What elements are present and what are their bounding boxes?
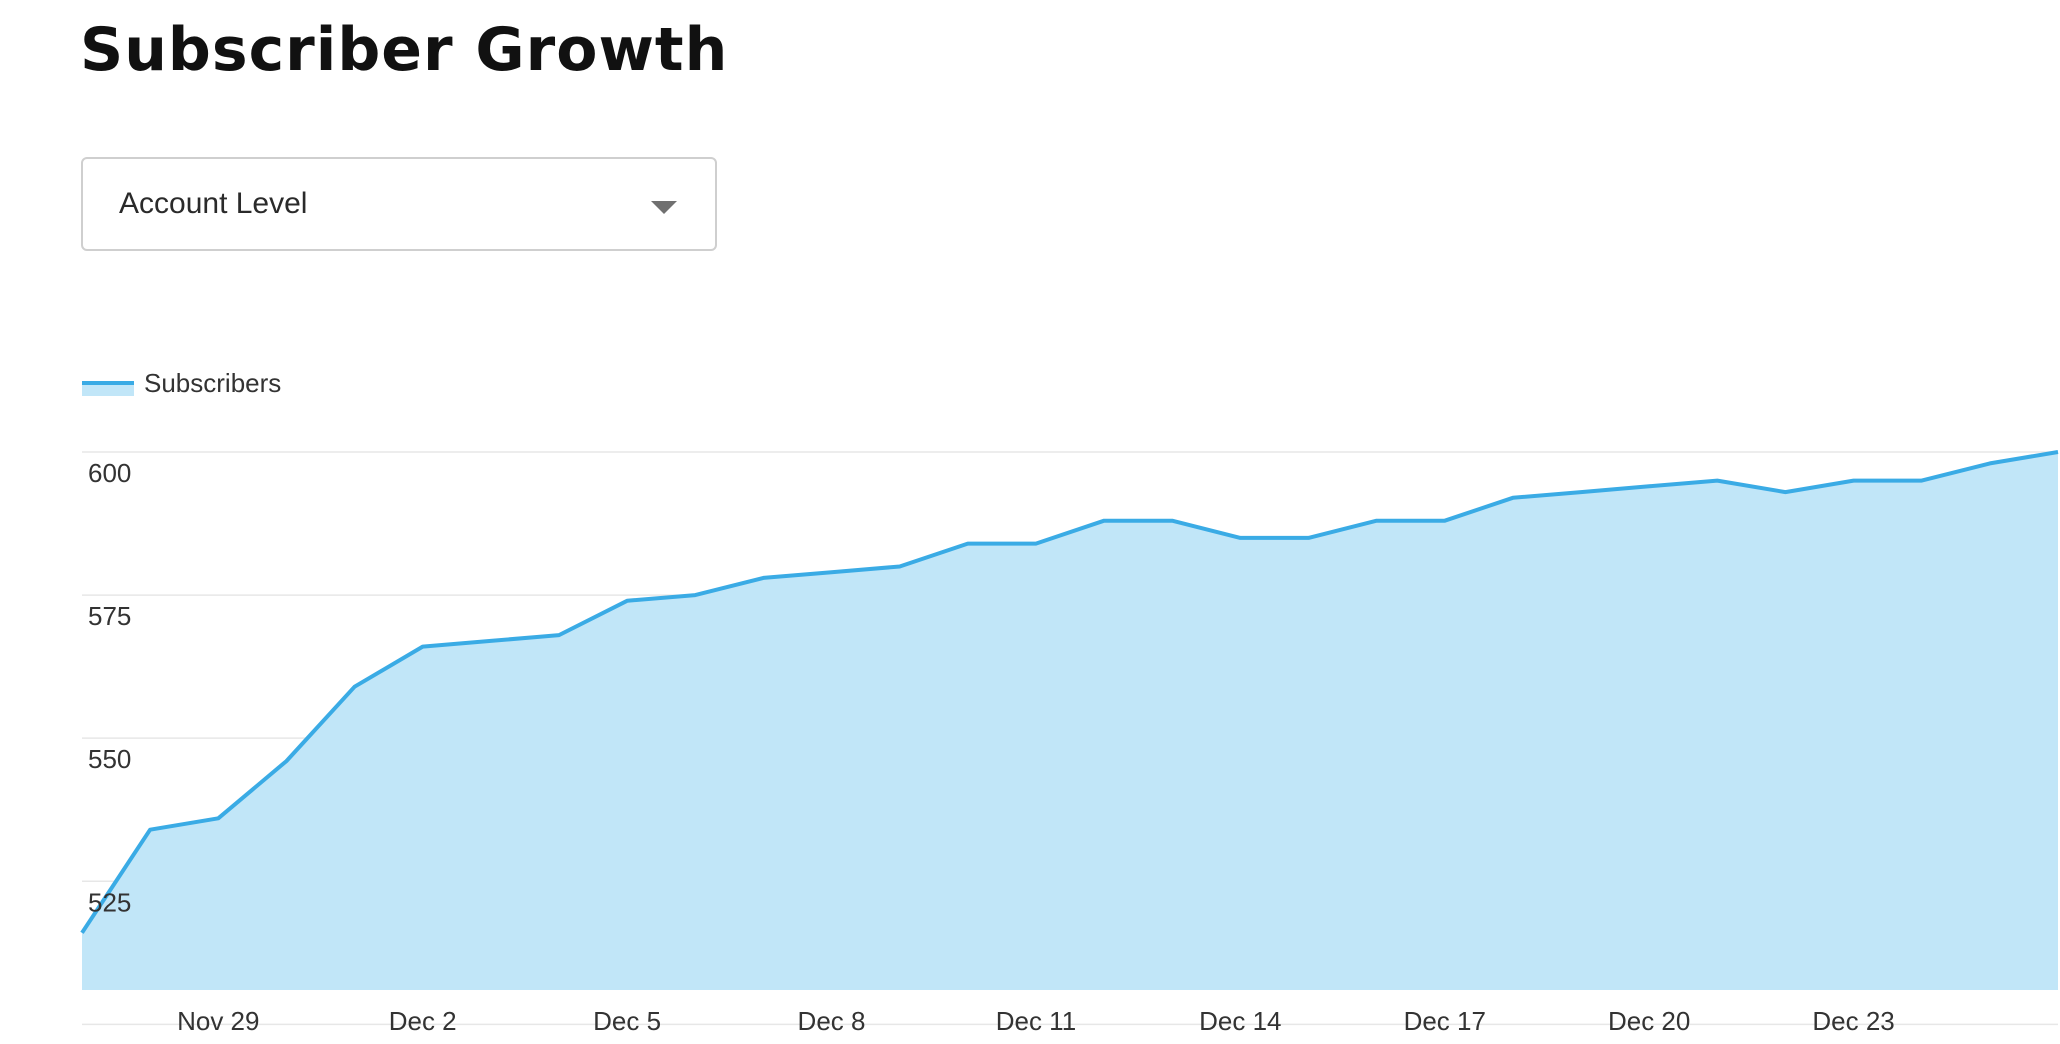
legend: Subscribers (82, 368, 281, 398)
data-point (829, 569, 835, 575)
data-point (897, 563, 903, 569)
x-axis-ticks: Nov 29 Dec 2 Dec 5 Dec 8 Dec 11 Dec 14 Dec 17 D… (177, 1006, 1895, 1036)
data-point (215, 815, 221, 821)
data-point (283, 758, 289, 764)
data-point (1646, 483, 1652, 489)
data-point (1851, 478, 1857, 484)
data-point (488, 638, 494, 644)
x-tick-label: Dec 20 (1608, 1006, 1690, 1036)
data-point (1442, 518, 1448, 524)
y-tick-label: 600 (88, 458, 131, 488)
y-tick-label: 525 (88, 887, 131, 917)
data-point (420, 644, 426, 650)
x-tick-label: Dec 8 (798, 1006, 866, 1036)
legend-swatch-fill (82, 382, 134, 396)
data-point (1237, 535, 1243, 541)
x-tick-label: Dec 5 (593, 1006, 661, 1036)
series-area-fill (82, 452, 2058, 990)
area-series (79, 450, 2059, 990)
x-tick-label: Dec 14 (1199, 1006, 1281, 1036)
data-point (1714, 478, 1720, 484)
chevron-down-icon[interactable] (651, 201, 677, 214)
data-point (1374, 518, 1380, 524)
subscriber-growth-chart: 525 550 575 600 Nov 29 Dec 2 Dec 5 Dec 8 Dec 11… (79, 368, 2059, 1036)
data-point (556, 632, 562, 638)
data-point (79, 930, 85, 936)
page-title: Subscriber Growth (80, 15, 729, 85)
series-line (80, 450, 2059, 934)
data-point (1510, 495, 1516, 501)
data-point (1033, 541, 1039, 547)
legend-label: Subscribers (144, 368, 281, 398)
data-point (1782, 489, 1788, 495)
data-point (624, 598, 630, 604)
y-tick-label: 550 (88, 744, 131, 774)
y-axis-ticks: 525 550 575 600 (88, 458, 131, 917)
account-level-dropdown[interactable]: Account Level (81, 157, 717, 251)
data-point (760, 575, 766, 581)
data-point (965, 541, 971, 547)
data-point (147, 827, 153, 833)
data-point (1305, 535, 1311, 541)
data-point (1987, 460, 1993, 466)
x-tick-label: Dec 11 (996, 1006, 1076, 1036)
data-point (1169, 518, 1175, 524)
x-tick-label: Dec 2 (389, 1006, 457, 1036)
x-tick-label: Dec 17 (1404, 1006, 1486, 1036)
x-tick-label: Nov 29 (177, 1006, 259, 1036)
y-tick-label: 575 (88, 601, 131, 631)
data-point (352, 684, 358, 690)
data-point (692, 592, 698, 598)
data-point (1578, 489, 1584, 495)
data-point (1101, 518, 1107, 524)
x-tick-label: Dec 23 (1812, 1006, 1894, 1036)
dropdown-selected-value: Account Level (119, 187, 308, 220)
data-point (1919, 478, 1925, 484)
